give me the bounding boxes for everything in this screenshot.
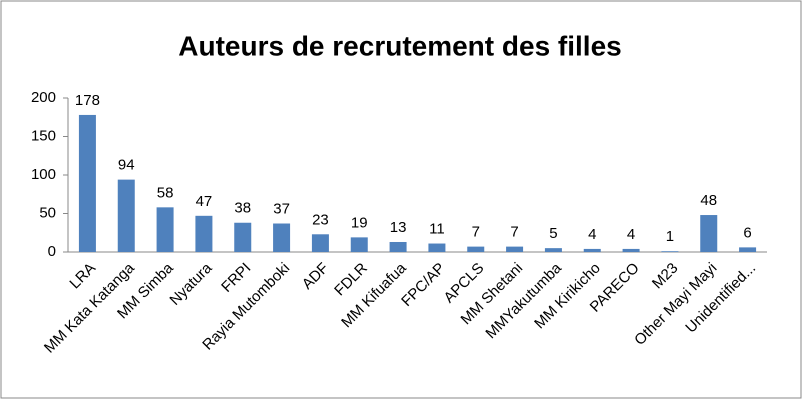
bar bbox=[78, 114, 96, 252]
bar bbox=[311, 234, 329, 252]
bar bbox=[428, 243, 446, 252]
data-label: 38 bbox=[234, 200, 251, 217]
bar bbox=[234, 222, 252, 252]
bar bbox=[506, 246, 524, 252]
data-label: 4 bbox=[627, 226, 635, 243]
data-label: 19 bbox=[351, 214, 368, 231]
bar bbox=[661, 251, 679, 252]
bar bbox=[700, 215, 718, 252]
bar bbox=[544, 248, 562, 252]
bar bbox=[583, 248, 601, 252]
data-label: 4 bbox=[588, 226, 596, 243]
bar bbox=[622, 248, 640, 252]
data-label: 94 bbox=[118, 157, 135, 174]
data-label: 7 bbox=[510, 224, 518, 241]
data-label: 6 bbox=[743, 224, 751, 241]
chart-title: Auteurs de recrutement des filles bbox=[178, 30, 621, 61]
y-tick-label: 50 bbox=[39, 204, 56, 221]
bar bbox=[195, 215, 213, 252]
bar bbox=[350, 237, 368, 252]
y-tick-label: 100 bbox=[31, 166, 56, 183]
data-label: 58 bbox=[157, 184, 174, 201]
data-label: 5 bbox=[549, 225, 557, 242]
y-tick-label: 200 bbox=[31, 89, 56, 106]
bar bbox=[739, 247, 757, 252]
bar bbox=[273, 223, 291, 252]
bar bbox=[467, 246, 485, 252]
data-label: 11 bbox=[429, 220, 445, 237]
bar bbox=[156, 207, 174, 252]
y-tick-label: 0 bbox=[48, 243, 56, 260]
y-tick-label: 150 bbox=[31, 127, 56, 144]
bar bbox=[389, 241, 407, 252]
data-label: 1 bbox=[666, 228, 674, 245]
data-label: 47 bbox=[196, 193, 213, 210]
data-label: 23 bbox=[312, 211, 329, 228]
data-label: 178 bbox=[75, 92, 100, 109]
data-label: 13 bbox=[390, 219, 407, 236]
data-label: 37 bbox=[273, 200, 290, 217]
bar bbox=[117, 179, 135, 252]
data-label: 7 bbox=[472, 224, 480, 241]
data-label: 48 bbox=[700, 192, 717, 209]
